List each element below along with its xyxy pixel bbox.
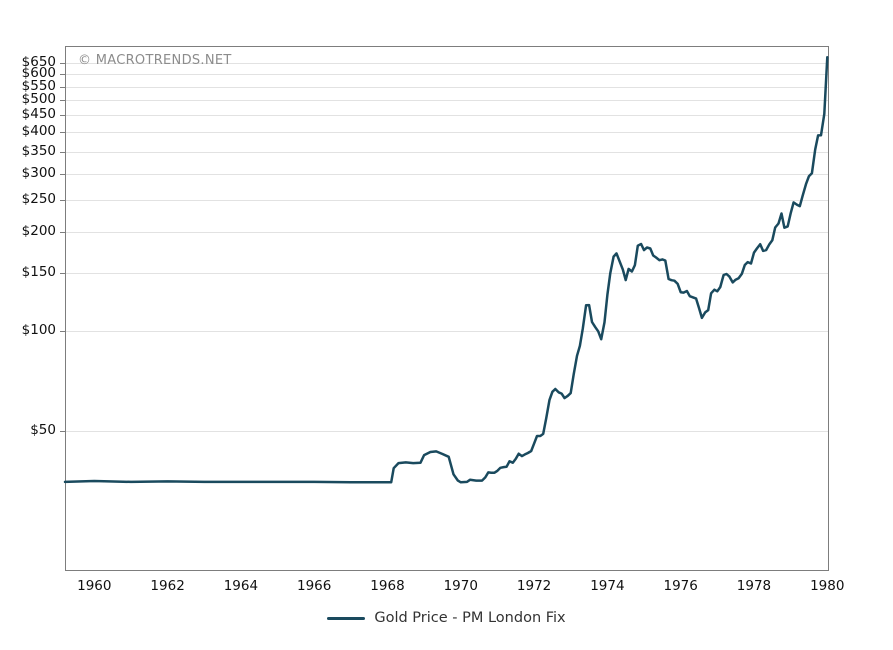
y-axis-label: $50 bbox=[30, 422, 56, 439]
y-axis-label: $150 bbox=[21, 264, 56, 281]
watermark: © MACROTRENDS.NET bbox=[78, 53, 232, 68]
y-axis-label: $600 bbox=[21, 65, 56, 82]
x-axis-label: 1972 bbox=[516, 578, 552, 594]
legend-label: Gold Price - PM London Fix bbox=[374, 610, 566, 626]
series-line-gold-price bbox=[63, 55, 829, 484]
legend-item-gold-price[interactable]: Gold Price - PM London Fix bbox=[327, 610, 566, 626]
x-axis-label: 1970 bbox=[443, 578, 478, 594]
x-axis-label: 1980 bbox=[810, 578, 845, 594]
y-axis-label: $200 bbox=[21, 222, 56, 239]
y-axis-label: $400 bbox=[21, 123, 56, 140]
x-axis-label: 1974 bbox=[590, 578, 625, 594]
x-axis-label: 1964 bbox=[223, 578, 259, 594]
legend-line-swatch bbox=[327, 616, 366, 620]
x-axis-label: 1976 bbox=[663, 578, 698, 594]
y-axis-label: $450 bbox=[21, 106, 56, 123]
x-axis-label: 1966 bbox=[297, 578, 332, 594]
y-axis-label: $250 bbox=[21, 190, 56, 207]
x-axis-label: 1962 bbox=[150, 578, 185, 594]
x-axis-label: 1978 bbox=[736, 578, 772, 594]
y-axis-label: $500 bbox=[21, 91, 56, 108]
x-axis-label: 1960 bbox=[77, 578, 112, 594]
y-axis-label: $350 bbox=[21, 142, 56, 159]
y-axis-label: $100 bbox=[21, 322, 56, 339]
legend: Gold Price - PM London Fix bbox=[0, 610, 893, 626]
plot-border bbox=[65, 46, 829, 571]
y-axis-label: $300 bbox=[21, 164, 56, 181]
x-axis-label: 1968 bbox=[370, 578, 405, 594]
y-axis-label: $550 bbox=[21, 77, 56, 94]
y-axis-label: $650 bbox=[21, 53, 56, 70]
